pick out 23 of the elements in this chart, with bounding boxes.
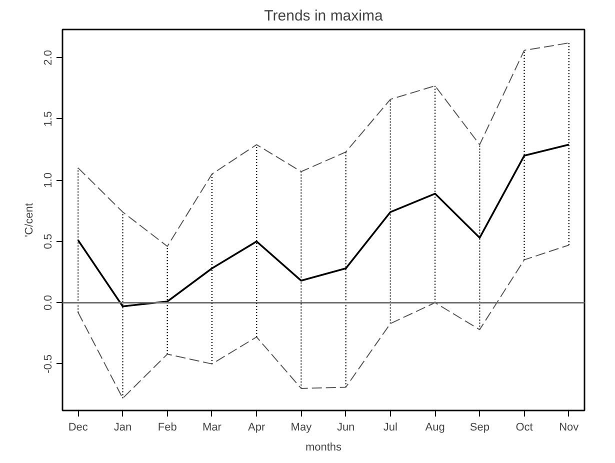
x-tick-label: Jan <box>114 422 132 434</box>
y-tick-label: 1.0 <box>42 172 54 188</box>
x-tick-label: Feb <box>158 422 177 434</box>
x-tick-label: Sep <box>470 422 490 434</box>
y-tick-label: 2.0 <box>42 50 54 66</box>
x-tick-label: Oct <box>516 422 533 434</box>
x-tick-label: Aug <box>425 422 445 434</box>
y-tick-label: 1.5 <box>42 111 54 127</box>
line-series <box>78 244 570 399</box>
y-tick-label: -0.5 <box>42 354 54 374</box>
x-tick-label: Dec <box>68 422 88 434</box>
x-tick-label: Mar <box>202 422 222 434</box>
chart-title: Trends in maxima <box>264 8 384 24</box>
x-axis-title: months <box>305 442 342 454</box>
y-tick-label: 0.0 <box>42 295 54 310</box>
line-series <box>78 42 570 247</box>
x-tick-label: Apr <box>248 422 266 434</box>
y-tick-label: 0.5 <box>42 234 54 250</box>
x-tick-label: Jul <box>383 422 398 434</box>
x-tick-label: Nov <box>559 422 580 434</box>
x-tick-label: Jun <box>336 422 355 434</box>
y-axis-title: 'C/cent <box>24 203 36 237</box>
x-tick-label: May <box>290 422 312 434</box>
